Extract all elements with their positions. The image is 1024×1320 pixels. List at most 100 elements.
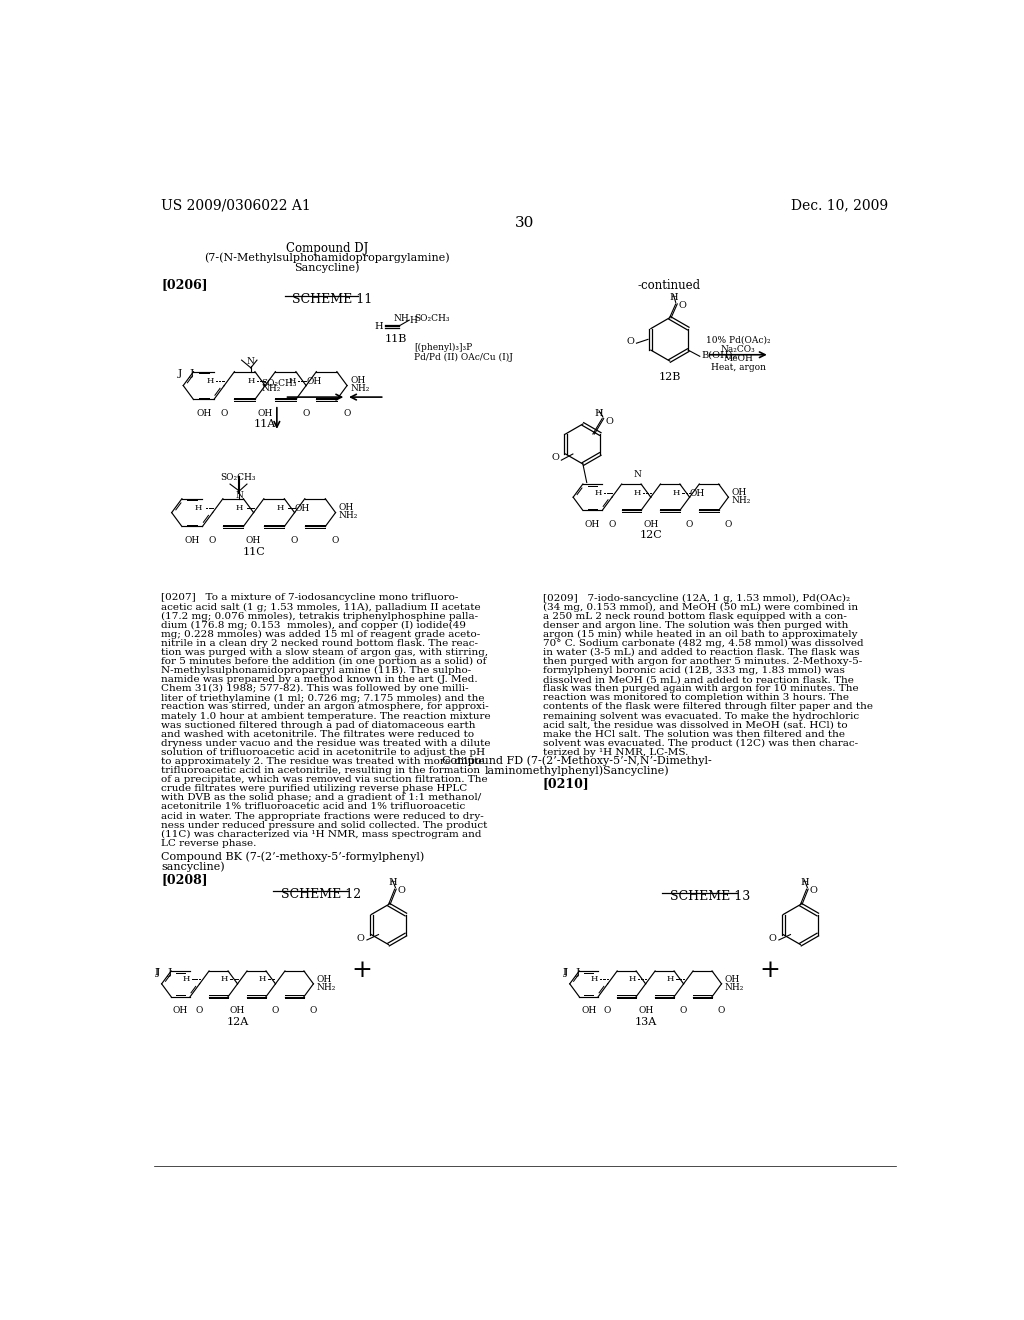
Text: NH₂: NH₂: [339, 511, 358, 520]
Text: OH: OH: [689, 490, 705, 498]
Text: Na₂CO₃: Na₂CO₃: [721, 345, 756, 354]
Text: SO₂CH₃: SO₂CH₃: [221, 474, 256, 482]
Text: O: O: [271, 1006, 280, 1015]
Text: O: O: [608, 520, 615, 528]
Text: O: O: [718, 1006, 725, 1015]
Text: H: H: [375, 322, 383, 331]
Text: SCHEME 12: SCHEME 12: [281, 887, 360, 900]
Text: US 2009/0306022 A1: US 2009/0306022 A1: [162, 198, 311, 213]
Text: denser and argon line. The solution was then purged with: denser and argon line. The solution was …: [543, 620, 848, 630]
Text: then purged with argon for another 5 minutes. 2-Methoxy-5-: then purged with argon for another 5 min…: [543, 657, 862, 667]
Text: H: H: [195, 504, 203, 512]
Text: contents of the flask were filtered through filter paper and the: contents of the flask were filtered thro…: [543, 702, 872, 711]
Text: 12A: 12A: [226, 1016, 249, 1027]
Text: OH: OH: [638, 1006, 653, 1015]
Text: MeOH: MeOH: [723, 354, 753, 363]
Text: H: H: [276, 504, 285, 512]
Text: H: H: [634, 488, 641, 496]
Text: 12B: 12B: [658, 372, 681, 383]
Text: J: J: [575, 968, 581, 977]
Text: terized by ¹H NMR, LC-MS.: terized by ¹H NMR, LC-MS.: [543, 748, 688, 756]
Text: NH₂: NH₂: [350, 384, 370, 393]
Text: ness under reduced pressure and solid collected. The product: ness under reduced pressure and solid co…: [162, 821, 487, 829]
Text: [0210]: [0210]: [543, 776, 589, 789]
Text: Chem 31(3) 1988; 577-82). This was followed by one milli-: Chem 31(3) 1988; 577-82). This was follo…: [162, 684, 469, 693]
Text: H: H: [248, 376, 255, 384]
Text: H: H: [591, 975, 598, 983]
Text: H: H: [667, 975, 674, 983]
Text: N-methylsulphonamidopropargyl amine (11B). The sulpho-: N-methylsulphonamidopropargyl amine (11B…: [162, 667, 472, 676]
Text: Compound BK (7-(2’-methoxy-5’-formylphenyl): Compound BK (7-(2’-methoxy-5’-formylphen…: [162, 851, 425, 862]
Text: Heat, argon: Heat, argon: [711, 363, 766, 372]
Text: acid salt, the residue was dissolved in MeOH (sat. HCl) to: acid salt, the residue was dissolved in …: [543, 721, 847, 730]
Text: O: O: [356, 935, 365, 942]
Text: H: H: [410, 315, 417, 325]
Text: H: H: [289, 376, 296, 384]
Text: J: J: [189, 368, 194, 378]
Text: in water (3-5 mL) and added to reaction flask. The flask was: in water (3-5 mL) and added to reaction …: [543, 648, 859, 657]
Text: OH: OH: [350, 376, 366, 385]
Text: OH: OH: [316, 975, 332, 983]
Text: and washed with acetonitrile. The filtrates were reduced to: and washed with acetonitrile. The filtra…: [162, 730, 474, 739]
Text: to approximately 2. The residue was treated with more dilute: to approximately 2. The residue was trea…: [162, 756, 484, 766]
Text: namide was prepared by a method known in the art (J. Med.: namide was prepared by a method known in…: [162, 676, 478, 684]
Text: H: H: [207, 376, 214, 384]
Text: O: O: [605, 417, 613, 426]
Text: OH: OH: [295, 504, 310, 513]
Text: 70° C. Sodium carbonate (482 mg, 4.58 mmol) was dissolved: 70° C. Sodium carbonate (482 mg, 4.58 mm…: [543, 639, 863, 648]
Text: O: O: [551, 453, 559, 462]
Text: acetonitrile 1% trifluoroacetic acid and 1% trifluoroacetic: acetonitrile 1% trifluoroacetic acid and…: [162, 803, 466, 812]
Text: [0209]   7-iodo-sancycline (12A, 1 g, 1.53 mmol), Pd(OAc)₂: [0209] 7-iodo-sancycline (12A, 1 g, 1.53…: [543, 594, 850, 602]
Text: OH: OH: [306, 378, 322, 387]
Text: Sancycline): Sancycline): [294, 263, 359, 273]
Text: H: H: [182, 975, 190, 983]
Text: Pd/Pd (II) OAc/Cu (I)J: Pd/Pd (II) OAc/Cu (I)J: [414, 352, 513, 362]
Text: H: H: [236, 504, 244, 512]
Text: 30: 30: [515, 216, 535, 230]
Text: SO₂CH₃: SO₂CH₃: [261, 379, 297, 388]
Text: trifluoroacetic acid in acetonitrile, resulting in the formation: trifluoroacetic acid in acetonitrile, re…: [162, 766, 480, 775]
Text: with DVB as the solid phase; and a gradient of 1:1 methanol/: with DVB as the solid phase; and a gradi…: [162, 793, 481, 803]
Text: 10% Pd(OAc)₂: 10% Pd(OAc)₂: [706, 335, 770, 345]
Text: H: H: [800, 878, 809, 887]
Text: H: H: [595, 488, 602, 496]
Text: mg; 0.228 mmoles) was added 15 ml of reagent grade aceto-: mg; 0.228 mmoles) was added 15 ml of rea…: [162, 630, 480, 639]
Text: O: O: [343, 409, 351, 417]
Text: OH: OH: [257, 409, 272, 417]
Text: mately 1.0 hour at ambient temperature. The reaction mixture: mately 1.0 hour at ambient temperature. …: [162, 711, 490, 721]
Text: acetic acid salt (1 g; 1.53 mmoles, 11A), palladium II acetate: acetic acid salt (1 g; 1.53 mmoles, 11A)…: [162, 602, 481, 611]
Text: OH: OH: [184, 536, 200, 545]
Text: NH₂: NH₂: [731, 496, 751, 504]
Text: Compound FD (7-(2’-Methoxy-5’-N,N’-Dimethyl-: Compound FD (7-(2’-Methoxy-5’-N,N’-Dimet…: [442, 755, 712, 766]
Text: O: O: [686, 520, 693, 528]
Text: H: H: [388, 878, 396, 887]
Text: crude filtrates were purified utilizing reverse phase HPLC: crude filtrates were purified utilizing …: [162, 784, 468, 793]
Text: LC reverse phase.: LC reverse phase.: [162, 838, 257, 847]
Text: N: N: [236, 491, 244, 500]
Text: H: H: [629, 975, 636, 983]
Text: [0206]: [0206]: [162, 279, 208, 292]
Text: OH: OH: [585, 520, 600, 528]
Text: Compound DJ: Compound DJ: [286, 242, 368, 255]
Text: [0208]: [0208]: [162, 873, 208, 886]
Text: J: J: [156, 968, 160, 977]
Text: H: H: [259, 975, 266, 983]
Text: J: J: [564, 968, 568, 977]
Text: (7-(N-Methylsulphonamidopropargylamine): (7-(N-Methylsulphonamidopropargylamine): [204, 252, 450, 263]
Text: (34 mg, 0.153 mmol), and MeOH (50 mL) were combined in: (34 mg, 0.153 mmol), and MeOH (50 mL) we…: [543, 602, 858, 611]
Text: SO₂CH₃: SO₂CH₃: [414, 314, 450, 323]
Text: OH: OH: [246, 536, 261, 545]
Text: tion was purged with a slow steam of argon gas, with stirring,: tion was purged with a slow steam of arg…: [162, 648, 488, 657]
Text: Dec. 10, 2009: Dec. 10, 2009: [792, 198, 888, 213]
Text: make the HCl salt. The solution was then filtered and the: make the HCl salt. The solution was then…: [543, 730, 845, 739]
Text: solution of trifluoroacetic acid in acetonitrile to adjust the pH: solution of trifluoroacetic acid in acet…: [162, 748, 485, 756]
Text: OH: OH: [230, 1006, 245, 1015]
Text: O: O: [627, 337, 634, 346]
Text: OH: OH: [731, 488, 746, 498]
Text: 13A: 13A: [635, 1016, 656, 1027]
Text: 11C: 11C: [243, 546, 265, 557]
Text: OH: OH: [643, 520, 658, 528]
Text: 11A: 11A: [254, 420, 276, 429]
Text: -continued: -continued: [637, 279, 700, 292]
Text: I: I: [562, 968, 566, 977]
